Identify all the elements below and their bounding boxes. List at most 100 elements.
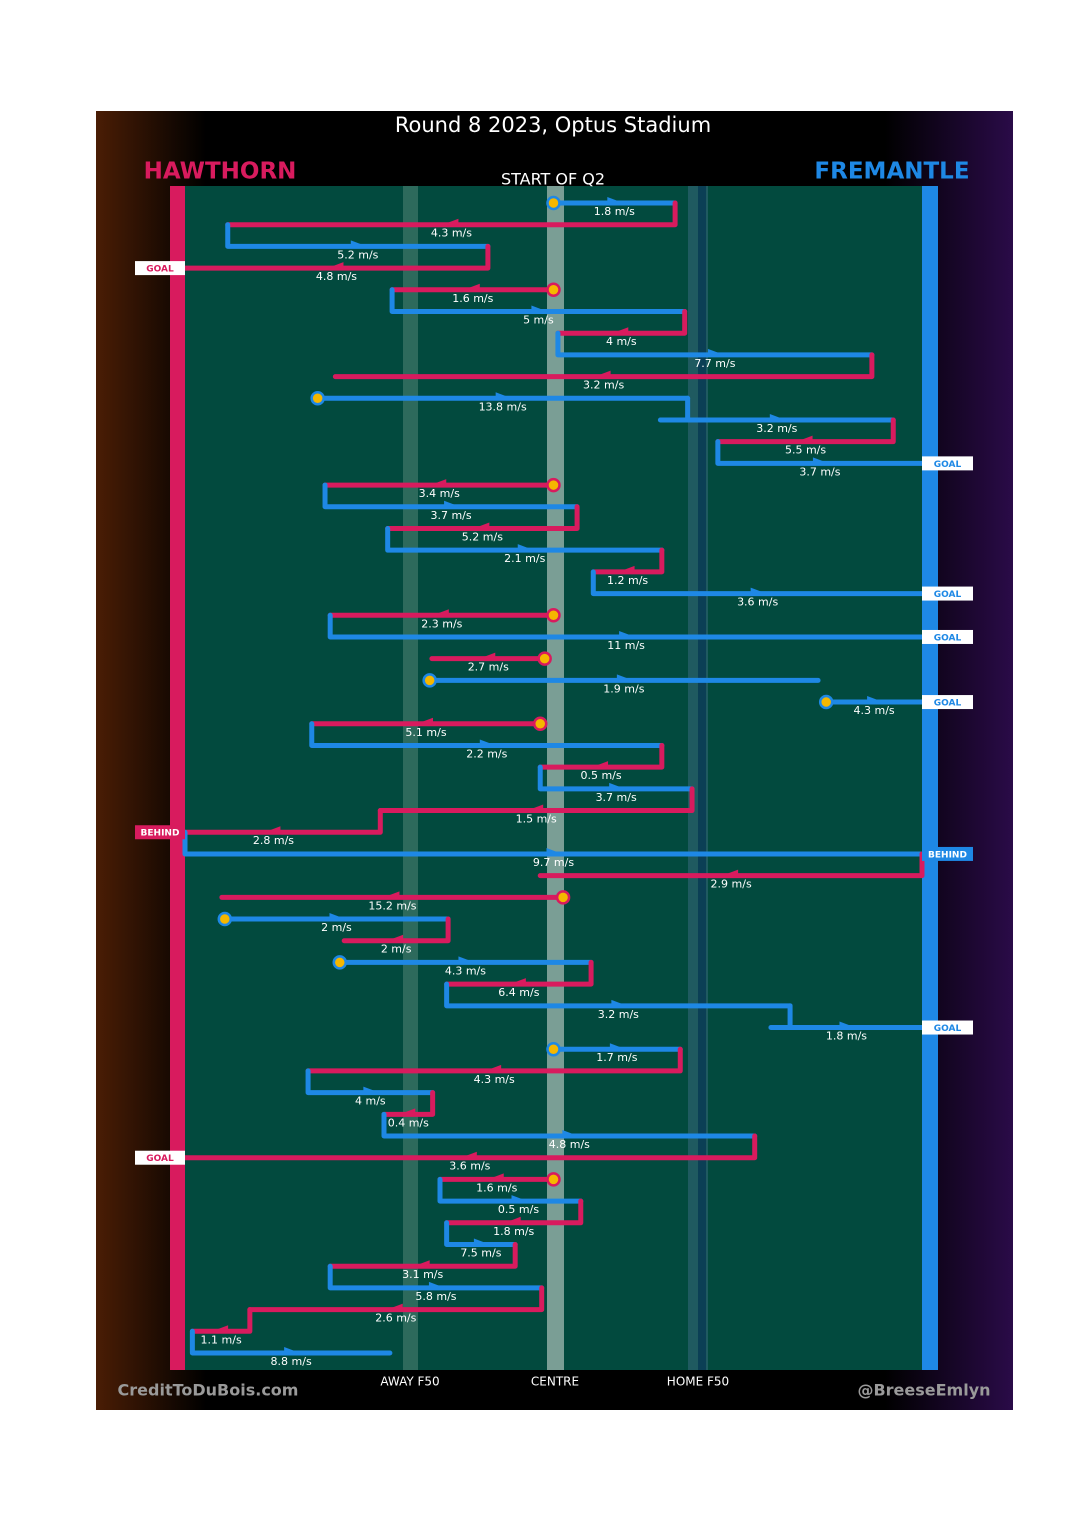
possession-line	[444, 1220, 518, 1248]
result-label: GOAL	[934, 1024, 962, 1034]
direction-arrow	[413, 1260, 430, 1268]
direction-arrow	[444, 500, 461, 508]
possession-line	[247, 1285, 545, 1313]
left-goal-line	[170, 186, 185, 1370]
direction-arrow	[722, 869, 739, 877]
result-label: GOAL	[146, 1154, 174, 1164]
direction-arrow	[383, 891, 400, 899]
direction-arrow	[750, 587, 767, 595]
labels: 1.8 m/s 4.3 m/s 5.2 m/s 4.8 m/s GOAL 1.6 m/s 5…	[135, 205, 973, 1368]
result-label: BEHIND	[141, 829, 180, 839]
start-marker	[546, 1041, 561, 1057]
direction-arrow	[619, 630, 636, 638]
away-f50-stripe	[403, 186, 418, 1370]
speed-label: 3.6 m/s	[737, 596, 778, 609]
result-label: GOAL	[934, 633, 962, 643]
direction-arrow	[546, 847, 563, 855]
possession-line	[385, 525, 665, 553]
direction-arrow	[769, 413, 786, 421]
result-tag	[922, 629, 973, 644]
start-marker	[332, 955, 348, 970]
direction-arrow	[839, 1021, 856, 1029]
possession-line	[225, 200, 678, 228]
speed-label: 1.8 m/s	[493, 1225, 534, 1238]
speed-label: 2.9 m/s	[711, 878, 752, 891]
speed-label: 2.8 m/s	[253, 834, 294, 847]
result-tag	[922, 846, 973, 861]
possession-line	[182, 829, 925, 857]
direction-arrow	[612, 327, 629, 335]
direction-arrow	[327, 262, 344, 270]
possession-line	[189, 1307, 253, 1334]
direction-arrow	[609, 1043, 626, 1051]
direction-arrow	[527, 804, 544, 812]
speed-label: 1.1 m/s	[201, 1333, 242, 1346]
speed-label: 2 m/s	[321, 921, 352, 934]
speed-label: 0.5 m/s	[498, 1203, 539, 1216]
result-label: GOAL	[146, 265, 174, 275]
right-goal-line	[922, 186, 938, 1370]
speed-label: 4.3 m/s	[474, 1073, 515, 1086]
speed-label: 1.6 m/s	[452, 292, 493, 305]
result-label: BEHIND	[928, 850, 967, 860]
start-marker	[422, 673, 437, 688]
direction-arrow	[611, 999, 628, 1007]
start-marker	[546, 282, 561, 298]
direction-arrow	[416, 717, 433, 725]
speed-label: 4.3 m/s	[854, 704, 895, 717]
direction-arrow	[432, 609, 449, 617]
direction-arrow	[479, 652, 496, 660]
possession-line	[225, 222, 491, 249]
direction-arrow	[485, 1064, 502, 1072]
result-tag	[922, 695, 973, 710]
possession-line	[327, 612, 925, 640]
speed-label: 11 m/s	[607, 639, 645, 652]
possession-line	[715, 439, 925, 466]
possession-line	[537, 851, 925, 879]
speed-label: 5.2 m/s	[462, 530, 503, 543]
team-right: FREMANTLE	[814, 159, 969, 185]
result-tag	[135, 825, 185, 840]
direction-arrow	[509, 978, 526, 986]
direction-arrow	[399, 1108, 416, 1116]
possession-line	[389, 287, 688, 314]
direction-arrow	[442, 218, 459, 226]
speed-label: 5.2 m/s	[337, 248, 378, 261]
direction-arrow	[531, 305, 548, 313]
speed-label: 3.7 m/s	[596, 791, 637, 804]
direction-arrow	[386, 1303, 403, 1311]
direction-arrow	[796, 435, 813, 443]
direction-arrow	[562, 1130, 579, 1138]
speed-label: 4.8 m/s	[316, 270, 357, 283]
direction-arrow	[363, 1086, 380, 1094]
result-tag	[135, 261, 185, 276]
title: Round 8 2023, Optus Stadium	[395, 113, 711, 137]
possession-line	[327, 1263, 545, 1291]
direction-arrow	[430, 479, 447, 487]
speed-label: 4 m/s	[355, 1095, 386, 1108]
result-tag	[922, 456, 973, 471]
possession-line	[182, 1133, 758, 1161]
speed-label: 13.8 m/s	[479, 400, 527, 413]
speed-label: 15.2 m/s	[368, 899, 416, 912]
possession-line	[327, 1242, 518, 1269]
speed-label: 1.5 m/s	[516, 813, 557, 826]
speed-label: 7.7 m/s	[694, 357, 735, 370]
speed-label: 3.2 m/s	[756, 422, 797, 435]
direction-arrow	[264, 826, 281, 834]
result-label: GOAL	[934, 699, 962, 709]
direction-arrow	[487, 1173, 504, 1181]
speed-label: 5.1 m/s	[405, 726, 446, 739]
possession-line	[444, 959, 594, 987]
speed-label: 5 m/s	[523, 313, 554, 326]
start-marker	[818, 694, 834, 710]
direction-arrow	[479, 739, 496, 747]
possession-line	[381, 1111, 758, 1139]
possession-line	[555, 330, 875, 358]
direction-arrow	[592, 761, 609, 769]
direction-arrow	[212, 1325, 229, 1333]
speed-label: 1.8 m/s	[594, 205, 635, 218]
speed-label: 6.4 m/s	[498, 986, 539, 999]
lines	[182, 197, 925, 1356]
direction-arrow	[463, 283, 480, 291]
